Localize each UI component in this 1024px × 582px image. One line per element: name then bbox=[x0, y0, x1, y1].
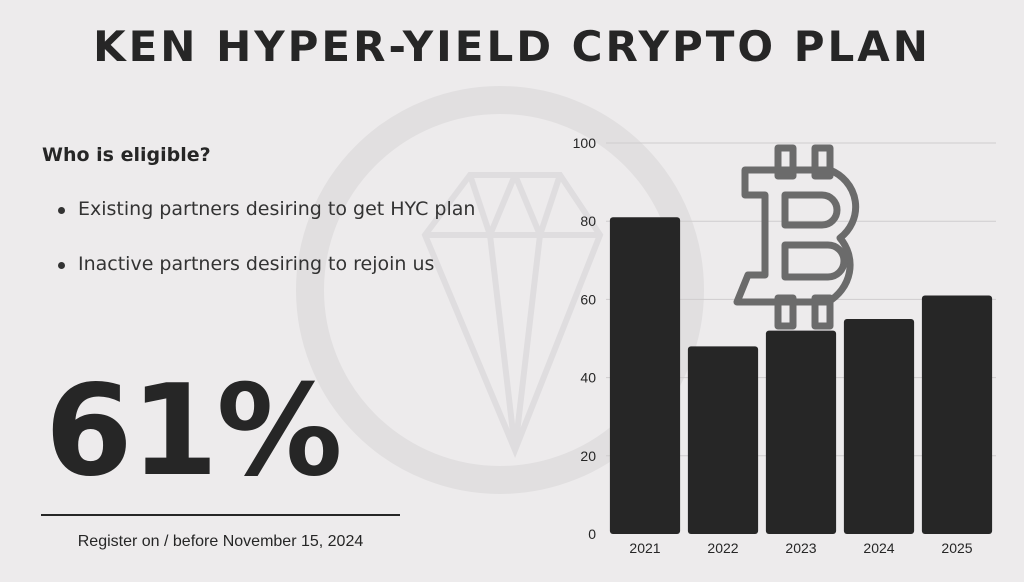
x-tick-label: 2025 bbox=[941, 540, 972, 556]
bar-2024 bbox=[843, 318, 915, 534]
y-tick-label: 60 bbox=[580, 291, 596, 307]
eligibility-list: Existing partners desiring to get HYC pl… bbox=[58, 198, 475, 308]
y-tick-label: 80 bbox=[580, 213, 596, 229]
bitcoin-icon bbox=[733, 144, 860, 330]
divider bbox=[41, 514, 400, 516]
y-tick-label: 0 bbox=[588, 526, 596, 542]
page-title: KEN HYPER-YIELD CRYPTO PLAN bbox=[93, 22, 931, 71]
x-tick-label: 2021 bbox=[629, 540, 660, 556]
x-tick-label: 2024 bbox=[863, 540, 894, 556]
eligibility-heading: Who is eligible? bbox=[42, 144, 211, 166]
y-tick-label: 20 bbox=[580, 448, 596, 464]
bar-2021 bbox=[609, 217, 681, 535]
x-tick-label: 2023 bbox=[785, 540, 816, 556]
y-tick-label: 40 bbox=[580, 370, 596, 386]
y-tick-label: 100 bbox=[573, 135, 597, 151]
yield-percentage: 61% bbox=[45, 357, 343, 504]
eligibility-item: Inactive partners desiring to rejoin us bbox=[58, 253, 475, 308]
register-deadline: Register on / before November 15, 2024 bbox=[77, 533, 364, 550]
eligibility-item: Existing partners desiring to get HYC pl… bbox=[58, 198, 475, 253]
bar-2023 bbox=[765, 330, 837, 534]
x-tick-label: 2022 bbox=[707, 540, 738, 556]
bar-2025 bbox=[921, 295, 993, 534]
bar-2022 bbox=[687, 346, 759, 534]
